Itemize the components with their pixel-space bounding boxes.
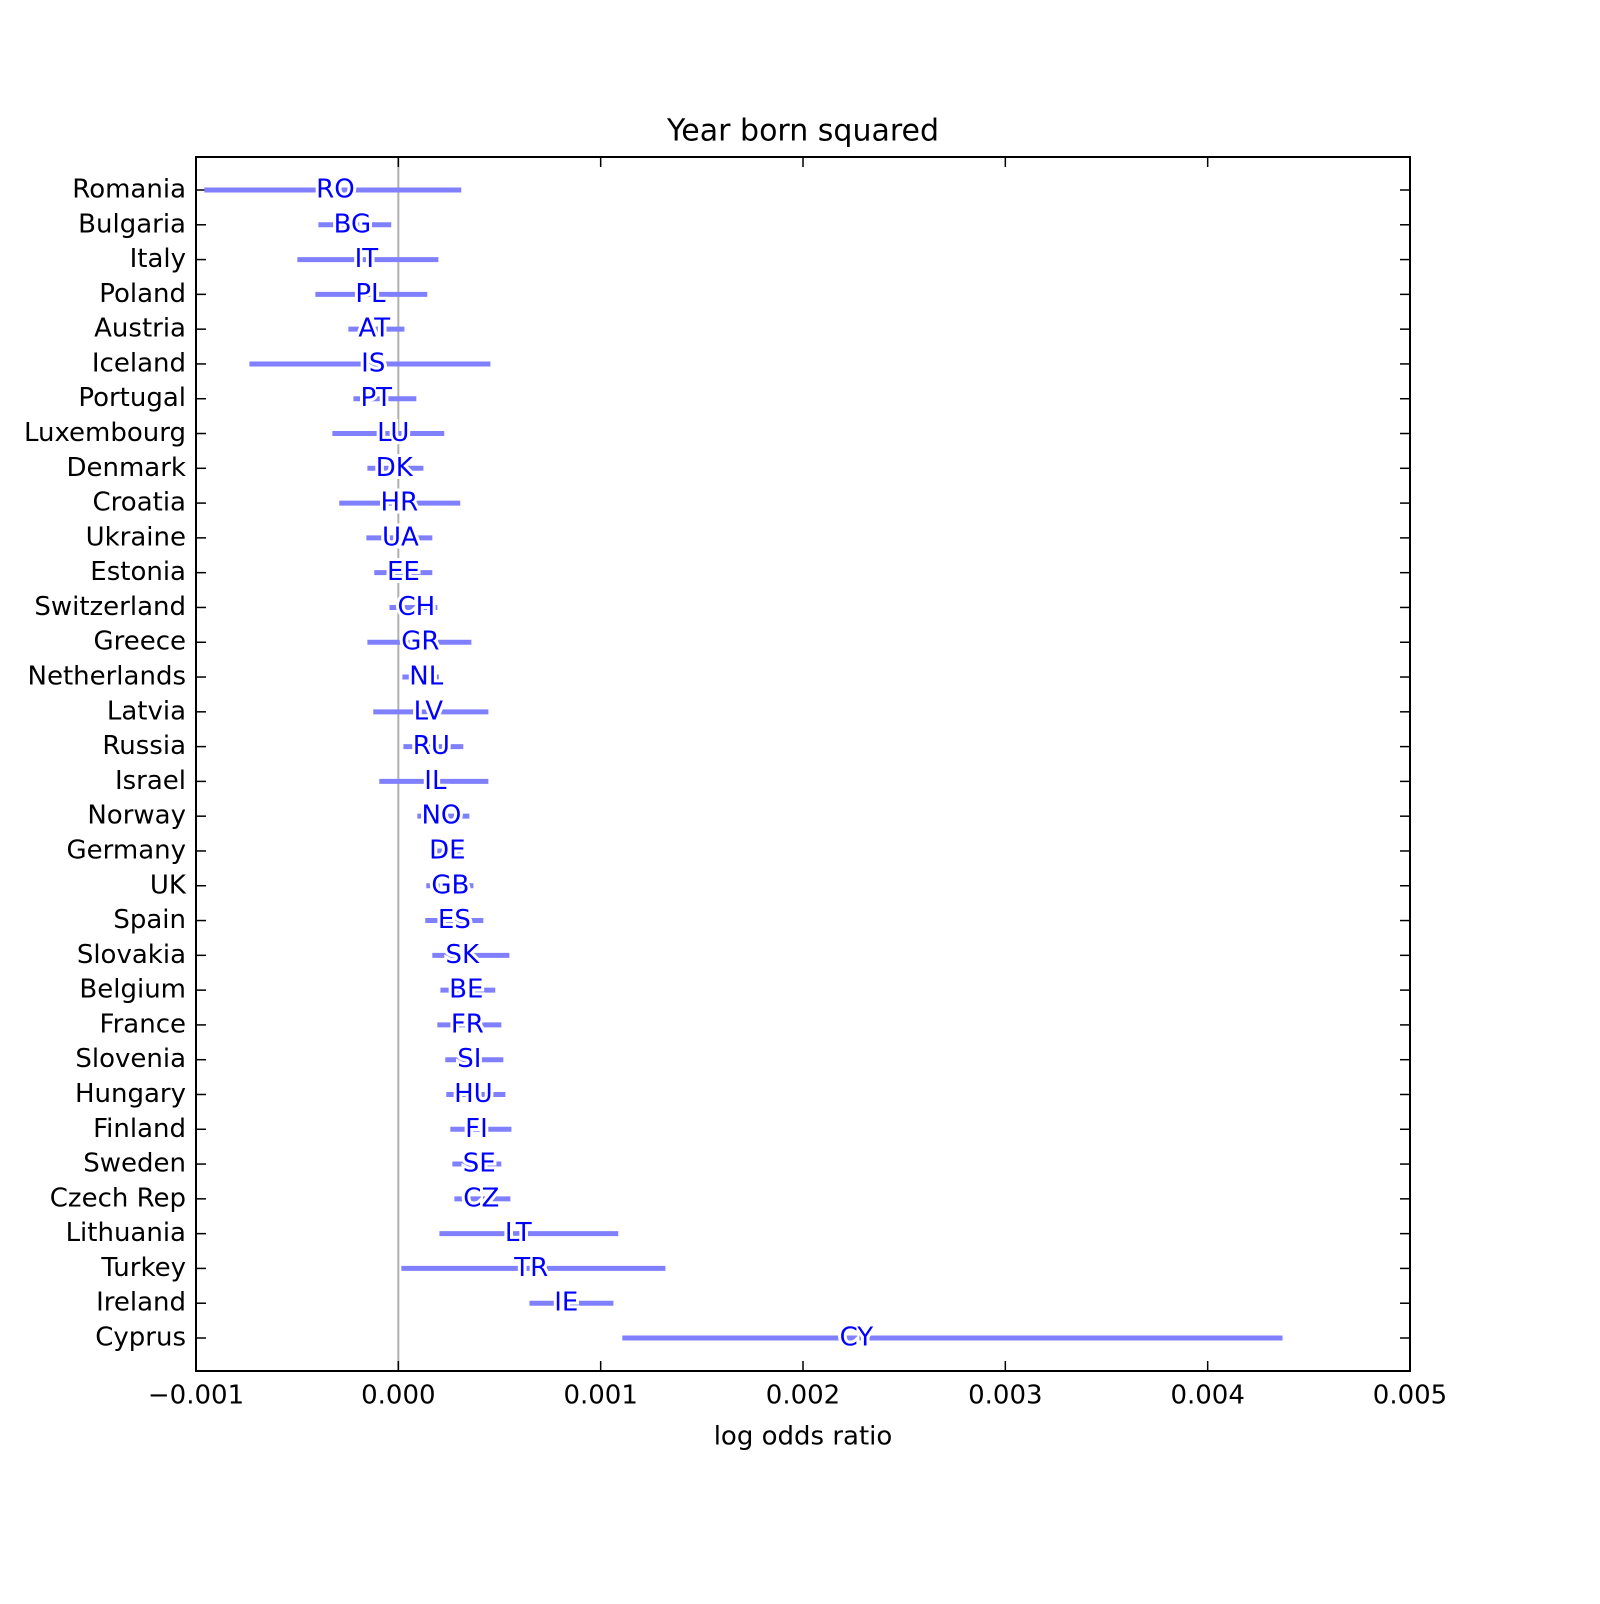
estimate-label: SK xyxy=(445,940,480,970)
estimate-label: SE xyxy=(463,1149,496,1179)
y-tick-label: Italy xyxy=(130,244,186,274)
estimate-label: BG xyxy=(334,209,372,239)
estimate-label: HR xyxy=(381,488,419,518)
y-tick-label: Greece xyxy=(93,627,186,657)
estimate-label: UA xyxy=(382,522,419,552)
y-tick-label: Cyprus xyxy=(95,1323,186,1353)
x-tick-label: 0.005 xyxy=(1373,1381,1447,1411)
x-tick-label: 0.003 xyxy=(968,1381,1042,1411)
y-tick-label: Finland xyxy=(93,1114,186,1144)
y-tick-label: Ukraine xyxy=(86,522,186,552)
estimate-label: BE xyxy=(449,975,483,1005)
y-tick-label: Romania xyxy=(72,175,186,205)
y-tick-label: Czech Rep xyxy=(50,1183,186,1213)
y-tick-label: Ireland xyxy=(96,1288,186,1318)
estimate-label: IL xyxy=(424,766,447,796)
estimate-label: LT xyxy=(505,1218,532,1248)
y-tick-label: Croatia xyxy=(93,488,186,518)
estimate-label: ES xyxy=(438,905,471,935)
y-tick-label: Slovakia xyxy=(77,940,186,970)
estimate-label: NO xyxy=(421,801,461,831)
x-tick-label: 0.000 xyxy=(361,1381,435,1411)
estimate-label: CH xyxy=(397,592,435,622)
y-tick-label: Israel xyxy=(115,766,186,796)
estimate-label: IS xyxy=(361,348,385,378)
estimate-label: IE xyxy=(554,1288,578,1318)
y-tick-label: Latvia xyxy=(107,696,186,726)
estimate-label: PT xyxy=(360,383,392,413)
y-tick-label: Hungary xyxy=(75,1079,186,1109)
y-tick-label: France xyxy=(100,1009,186,1039)
y-tick-label: UK xyxy=(150,870,187,900)
y-tick-label: Bulgaria xyxy=(78,209,186,239)
estimate-label: FI xyxy=(465,1114,488,1144)
y-tick-label: Switzerland xyxy=(34,592,186,622)
estimate-label: PL xyxy=(355,279,386,309)
y-tick-label: Netherlands xyxy=(28,662,187,692)
y-tick-label: Turkey xyxy=(100,1253,186,1283)
estimate-label: GR xyxy=(401,627,439,657)
x-tick-label: 0.004 xyxy=(1170,1381,1244,1411)
y-tick-label: Iceland xyxy=(92,348,186,378)
estimate-label: AT xyxy=(358,314,390,344)
estimate-label: HU xyxy=(454,1079,493,1109)
y-tick-label: Estonia xyxy=(90,557,186,587)
x-axis-label: log odds ratio xyxy=(714,1422,893,1452)
estimate-label: FR xyxy=(451,1009,484,1039)
estimate-label: RO xyxy=(316,175,355,205)
estimate-label: EE xyxy=(387,557,420,587)
y-tick-label: Norway xyxy=(87,801,186,831)
estimate-label: NL xyxy=(409,662,443,692)
estimate-label: CY xyxy=(840,1323,874,1353)
estimate-label: DE xyxy=(429,835,465,865)
estimate-label: IT xyxy=(355,244,379,274)
estimate-label: LV xyxy=(414,696,444,726)
y-tick-label: Belgium xyxy=(79,975,186,1005)
chart-title: Year born squared xyxy=(666,114,939,149)
estimate-label: TR xyxy=(513,1253,548,1283)
estimate-label: SI xyxy=(457,1044,481,1074)
y-tick-label: Spain xyxy=(113,905,186,935)
estimate-label: RU xyxy=(413,731,450,761)
y-tick-label: Lithuania xyxy=(66,1218,186,1248)
y-tick-label: Austria xyxy=(94,314,186,344)
y-tick-label: Luxembourg xyxy=(24,418,186,448)
estimate-label: DK xyxy=(376,453,414,483)
y-tick-label: Russia xyxy=(102,731,186,761)
y-tick-label: Slovenia xyxy=(75,1044,186,1074)
y-tick-label: Germany xyxy=(66,835,186,865)
x-tick-label: 0.002 xyxy=(766,1381,840,1411)
estimate-label: GB xyxy=(431,870,469,900)
y-tick-label: Sweden xyxy=(83,1149,186,1179)
y-tick-label: Portugal xyxy=(78,383,186,413)
estimate-label: CZ xyxy=(463,1183,499,1213)
y-tick-label: Poland xyxy=(99,279,186,309)
plot-frame xyxy=(195,156,1411,1372)
y-tick-label: Denmark xyxy=(66,453,186,483)
x-tick-label: 0.001 xyxy=(563,1381,637,1411)
estimate-label: LU xyxy=(377,418,409,448)
x-tick-label: −0.001 xyxy=(148,1381,244,1411)
